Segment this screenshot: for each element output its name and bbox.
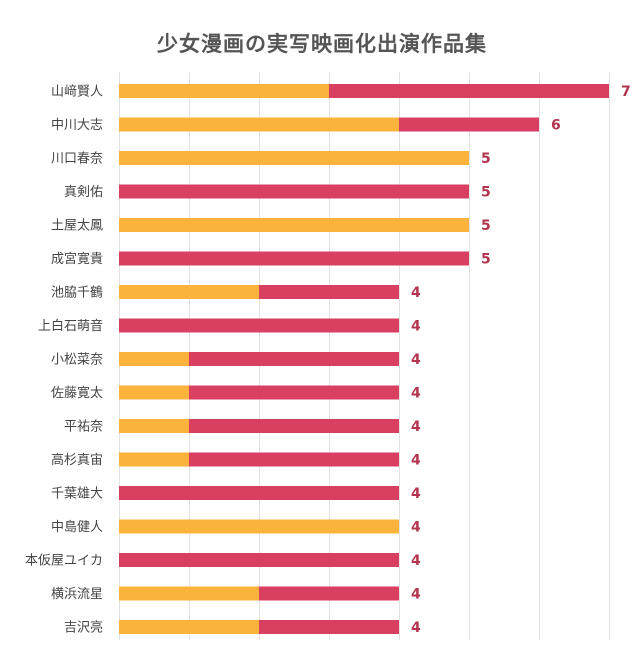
bar-segment-a: [119, 117, 399, 132]
bar-segment-a: [119, 452, 189, 467]
value-label: 4: [411, 486, 421, 502]
value-label: 4: [411, 520, 421, 536]
value-label: 4: [411, 620, 421, 636]
bar-segment-a: [119, 84, 329, 98]
category-label: 成宮寛貴: [51, 251, 103, 267]
value-label: 4: [411, 352, 421, 368]
category-label: 池脇千鶴: [51, 285, 103, 301]
bar-segment-a: [119, 352, 189, 366]
value-label: 4: [411, 553, 421, 569]
bar-segment-a: [119, 218, 469, 232]
category-label: 佐藤寛太: [51, 385, 103, 401]
bar-segment-a: [119, 519, 399, 534]
value-label: 5: [481, 151, 491, 167]
value-label: 5: [481, 252, 491, 268]
value-label: 5: [481, 218, 491, 234]
value-label: 4: [411, 386, 421, 402]
bar-segment-b: [259, 285, 399, 299]
category-label: 横浜流星: [51, 587, 103, 602]
value-label: 4: [411, 419, 421, 435]
bar-segment-b: [189, 385, 399, 400]
category-label: 中川大志: [51, 118, 103, 133]
category-label: 本仮屋ユイカ: [25, 554, 103, 569]
value-label: 4: [411, 319, 421, 335]
bar-segment-a: [119, 385, 189, 400]
bar-segment-a: [119, 151, 469, 165]
category-label: 川口春奈: [51, 152, 103, 167]
category-label: 高杉真宙: [51, 452, 103, 468]
bar-segment-b: [329, 84, 609, 98]
bar-segment-b: [189, 419, 399, 433]
bar-segment-b: [259, 620, 399, 634]
bar-segment-b: [119, 251, 469, 266]
value-label: 5: [481, 185, 491, 201]
chart-title: 少女漫画の実写映画化出演作品集: [157, 32, 487, 56]
value-label: 4: [411, 453, 421, 469]
category-label: 小松菜奈: [51, 353, 103, 368]
bar-segment-b: [189, 352, 399, 366]
category-label: 中島健人: [51, 520, 103, 535]
category-label: 千葉雄大: [51, 487, 103, 502]
bar-segment-a: [119, 586, 259, 601]
category-label: 平祐奈: [64, 420, 103, 435]
bar-segment-a: [119, 285, 259, 299]
bar-segment-b: [399, 117, 539, 132]
category-label: 吉沢亮: [64, 620, 103, 636]
bar-segment-b: [259, 586, 399, 601]
value-label: 4: [411, 587, 421, 603]
category-label: 真剣佑: [64, 185, 103, 200]
bar-segment-b: [119, 184, 469, 199]
bar-segment-b: [189, 452, 399, 467]
value-label: 7: [621, 84, 631, 100]
bar-segment-a: [119, 620, 259, 634]
category-label: 上白石萌音: [38, 318, 103, 334]
bar-segment-b: [119, 318, 399, 333]
value-label: 4: [411, 285, 421, 301]
category-label: 山﨑賢人: [51, 84, 103, 100]
bar-segment-b: [119, 486, 399, 500]
bar-segment-a: [119, 419, 189, 433]
value-label: 6: [551, 118, 561, 134]
bar-segment-b: [119, 553, 399, 567]
category-label: 土屋太鳳: [51, 219, 103, 234]
